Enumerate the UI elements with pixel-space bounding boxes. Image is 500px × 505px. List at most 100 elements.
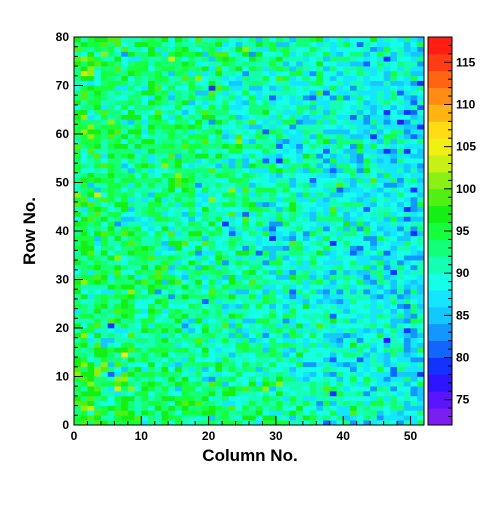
heatmap-cell <box>94 376 102 382</box>
heatmap-cell <box>74 294 82 300</box>
heatmap-cell <box>249 153 257 159</box>
heatmap-cell <box>222 114 230 120</box>
heatmap-cell <box>181 231 189 237</box>
heatmap-cell <box>343 361 351 368</box>
heatmap-cell <box>161 148 169 154</box>
heatmap-cell <box>208 109 216 115</box>
heatmap-cell <box>376 56 384 62</box>
heatmap-cell <box>269 104 277 111</box>
heatmap-cell <box>282 361 290 368</box>
heatmap-cell <box>282 366 290 372</box>
heatmap-cell <box>168 70 176 77</box>
heatmap-cell <box>134 61 142 67</box>
heatmap-cell <box>228 313 236 319</box>
heatmap-cell <box>269 357 277 363</box>
heatmap-cell <box>370 61 378 67</box>
heatmap-cell <box>87 104 95 111</box>
heatmap-cell <box>410 61 418 67</box>
heatmap-cell <box>235 420 243 426</box>
heatmap-cell <box>242 420 250 426</box>
heatmap-cell <box>262 104 270 111</box>
heatmap-cell <box>154 158 162 164</box>
heatmap-cell <box>228 158 236 164</box>
heatmap-cell <box>154 85 162 91</box>
heatmap-cell <box>329 80 337 86</box>
heatmap-cell <box>255 361 263 368</box>
heatmap-cell <box>356 318 364 324</box>
heatmap-cell <box>410 386 418 392</box>
heatmap-cell <box>309 197 317 203</box>
heatmap-cell <box>403 95 411 101</box>
heatmap-cell <box>329 289 337 295</box>
heatmap-cell <box>343 158 351 164</box>
heatmap-cell <box>390 318 398 324</box>
heatmap-cell <box>349 318 357 324</box>
heatmap-cell <box>269 415 277 421</box>
heatmap-cell <box>121 342 129 348</box>
heatmap-cell <box>363 357 371 363</box>
heatmap-cell <box>275 134 283 140</box>
heatmap-cell <box>403 75 411 81</box>
heatmap-cell <box>228 46 236 52</box>
heatmap-cell <box>282 274 290 280</box>
heatmap-cell <box>349 337 357 343</box>
heatmap-cell <box>161 211 169 217</box>
heatmap-cell <box>249 405 257 411</box>
heatmap-cell <box>235 41 243 47</box>
heatmap-cell <box>208 158 216 164</box>
heatmap-cell <box>141 119 149 125</box>
heatmap-cell <box>242 85 250 91</box>
heatmap-cell <box>403 197 411 203</box>
heatmap-cell <box>417 279 425 285</box>
heatmap-cell <box>275 279 283 285</box>
heatmap-cell <box>141 129 149 135</box>
heatmap-cell <box>80 303 88 309</box>
heatmap-cell <box>235 56 243 62</box>
heatmap-cell <box>127 381 135 387</box>
heatmap-cell <box>363 37 371 43</box>
heatmap-cell <box>249 250 257 256</box>
heatmap-cell <box>363 260 371 266</box>
heatmap-cell <box>370 357 378 363</box>
heatmap-cell <box>215 90 223 96</box>
heatmap-cell <box>349 376 357 382</box>
heatmap-cell <box>100 376 108 382</box>
heatmap-cell <box>222 294 230 300</box>
heatmap-cell <box>397 177 405 183</box>
heatmap-cell <box>417 289 425 295</box>
heatmap-cell <box>87 167 95 174</box>
heatmap-cell <box>309 124 317 130</box>
heatmap-cell <box>323 337 331 343</box>
heatmap-cell <box>275 129 283 135</box>
heatmap-cell <box>370 313 378 319</box>
heatmap-cell <box>403 415 411 421</box>
heatmap-cell <box>296 109 304 115</box>
heatmap-cell <box>222 80 230 86</box>
heatmap-cell <box>228 119 236 125</box>
heatmap-cell <box>269 109 277 115</box>
heatmap-cell <box>363 119 371 125</box>
heatmap-cell <box>275 260 283 266</box>
heatmap-cell <box>174 56 182 62</box>
heatmap-cell <box>249 158 257 164</box>
heatmap-cell <box>343 70 351 77</box>
heatmap-cell <box>208 235 216 241</box>
heatmap-cell <box>323 361 331 368</box>
heatmap-cell <box>188 80 196 86</box>
heatmap-cell <box>87 46 95 52</box>
heatmap-cell <box>309 231 317 237</box>
heatmap-cell <box>94 85 102 91</box>
heatmap-cell <box>94 66 102 72</box>
heatmap-cell <box>370 172 378 178</box>
heatmap-cell <box>349 415 357 421</box>
colorbar-tick-label: 95 <box>456 224 470 238</box>
heatmap-cell <box>80 134 88 140</box>
heatmap-cell <box>296 260 304 266</box>
heatmap-cell <box>161 400 169 406</box>
heatmap-cell <box>356 109 364 115</box>
heatmap-cell <box>403 100 411 106</box>
heatmap-cell <box>262 289 270 295</box>
heatmap-cell <box>302 216 310 222</box>
heatmap-cell <box>356 66 364 72</box>
heatmap-cell <box>363 371 371 377</box>
